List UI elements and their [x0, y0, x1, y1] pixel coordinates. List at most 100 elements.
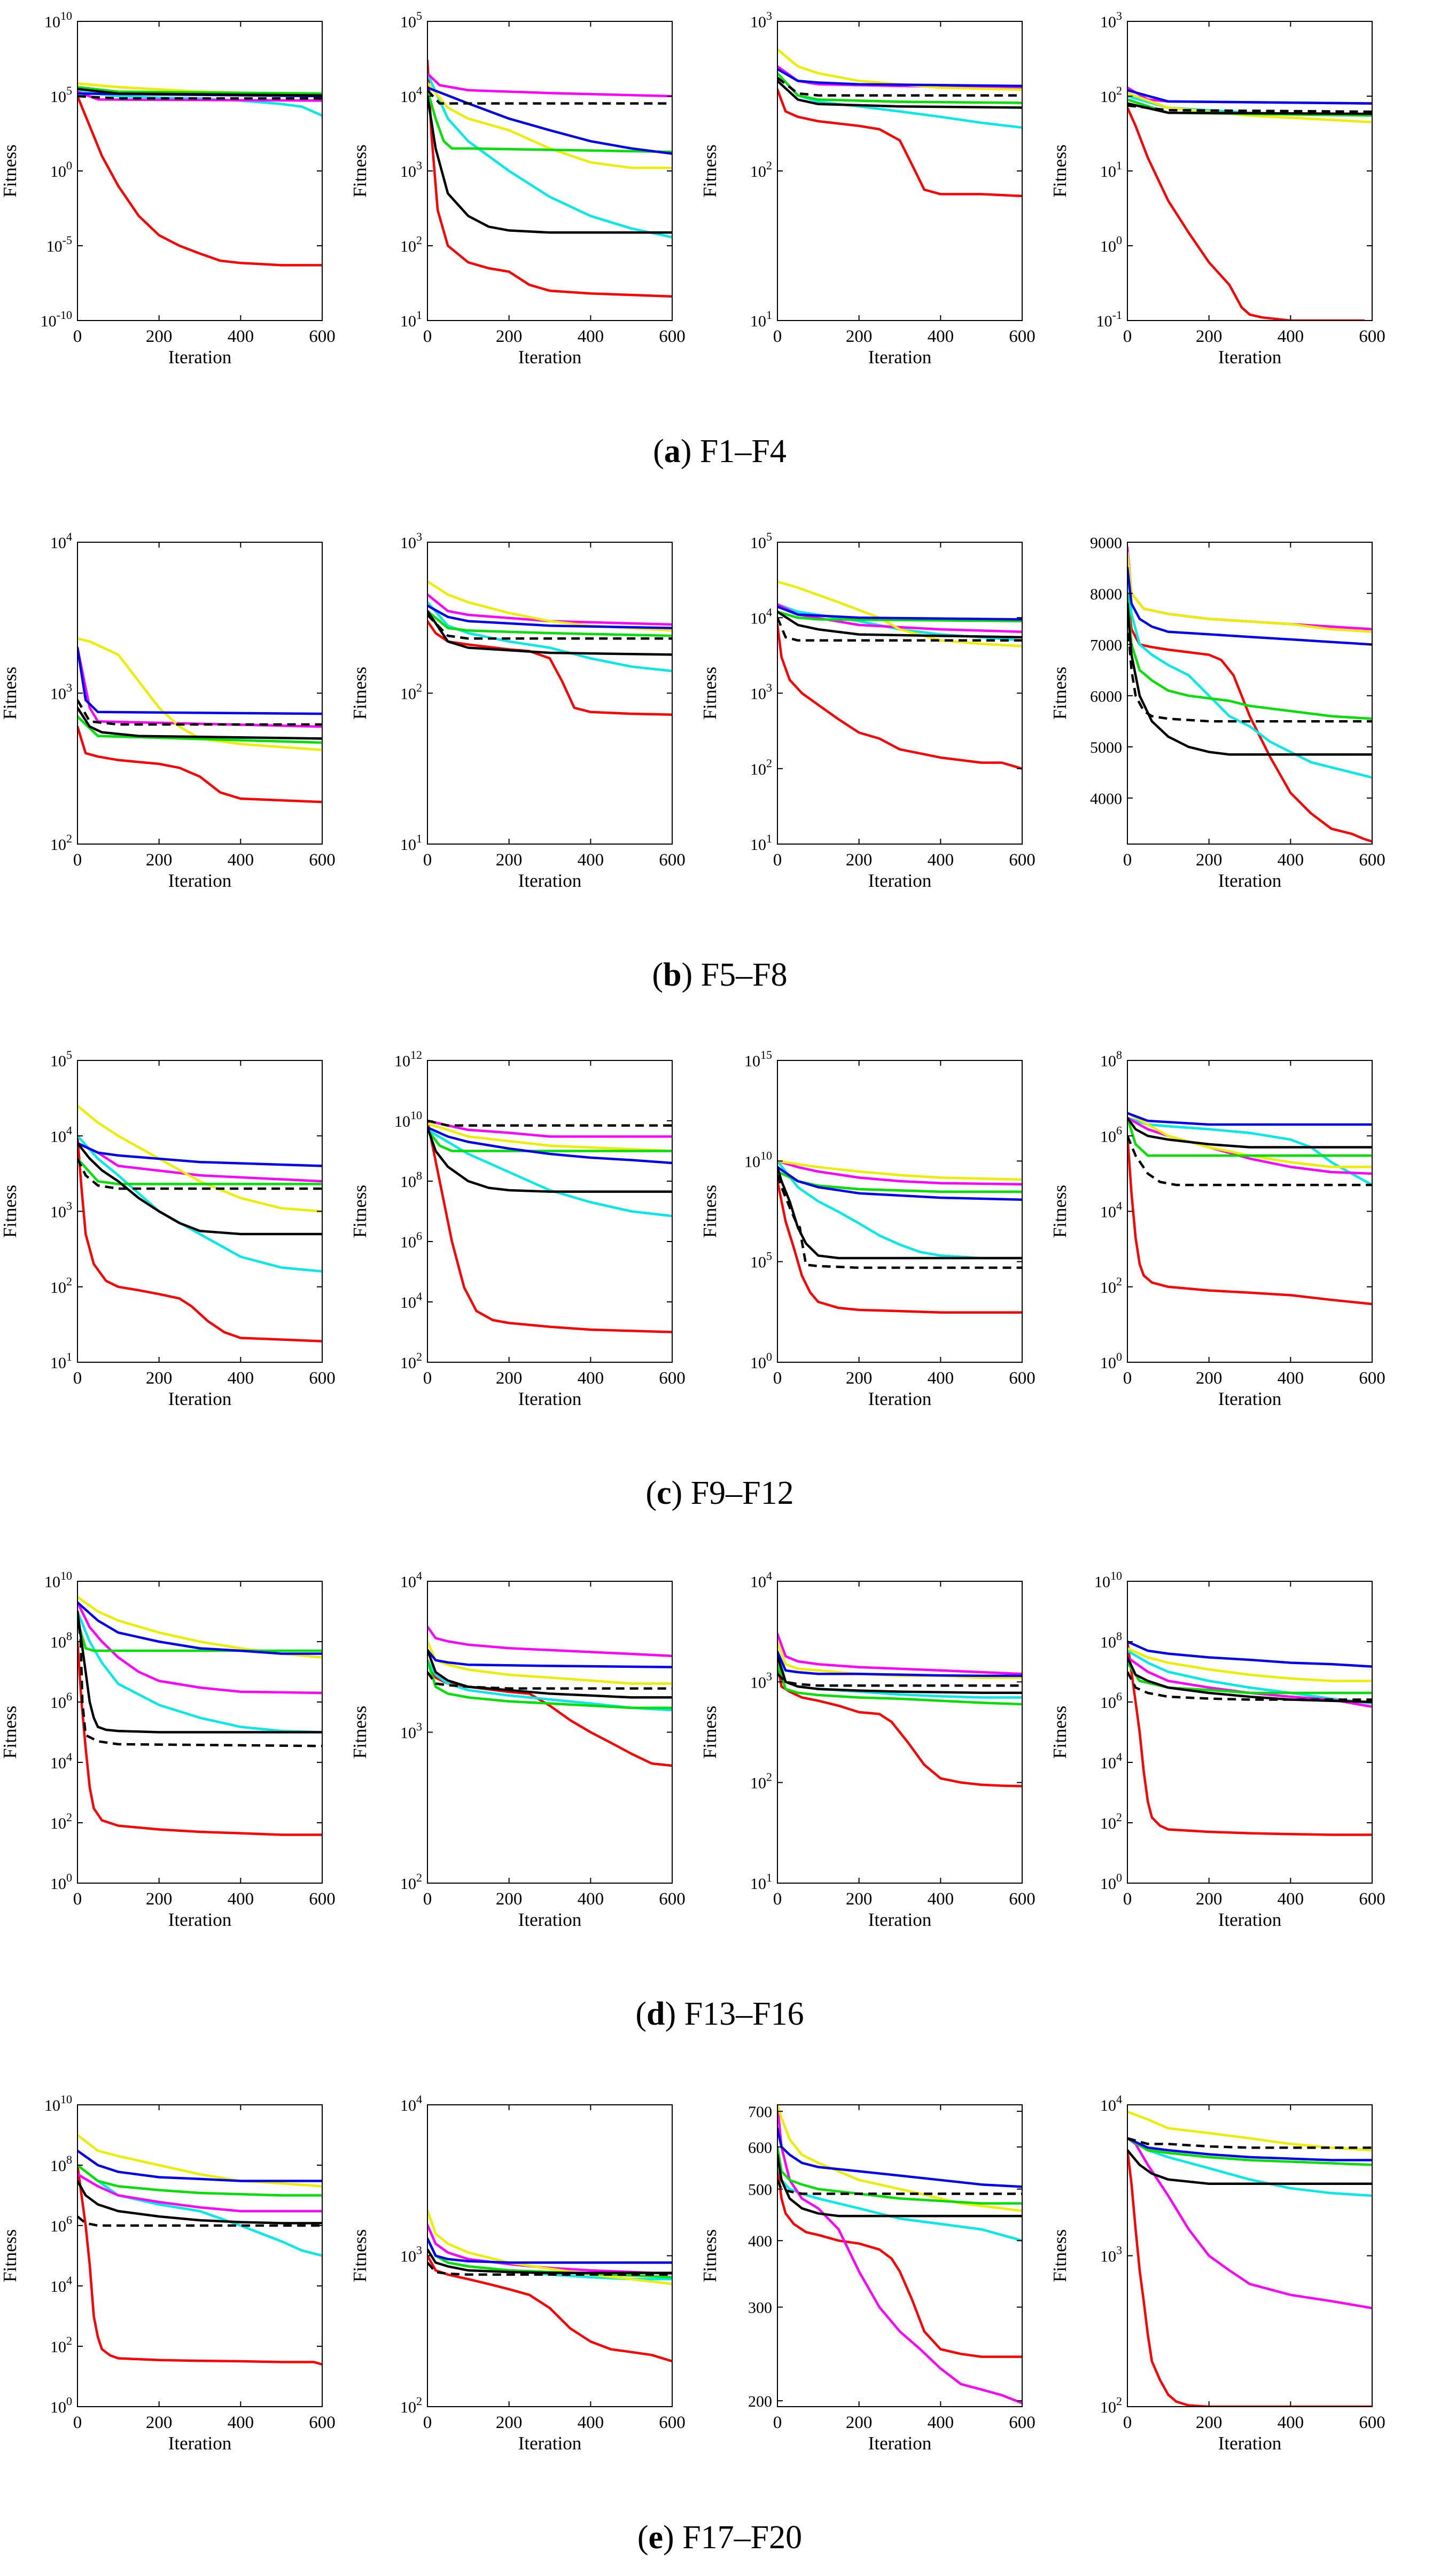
y-tick-label: 103: [1100, 2244, 1122, 2266]
series-line-yellow: [427, 1640, 672, 1685]
series-line-yellow: [777, 48, 1022, 91]
y-tick-label: 102: [400, 233, 422, 255]
plot-frame: [427, 542, 673, 845]
chart-F17: 0 200 400 600 100 102 104 106 108 1010 Iteration Fi…: [0, 2093, 336, 2454]
plot-frame: [77, 2104, 323, 2407]
y-tick-label: 4000: [1090, 790, 1122, 808]
y-tick-label: 7000: [1090, 637, 1122, 654]
y-tick-label: 104: [50, 1750, 72, 1772]
y-tick-label: 102: [750, 159, 772, 181]
series-line-cyan: [777, 1160, 1022, 1260]
x-axis-label: Iteration: [518, 870, 582, 891]
x-axis-label: Iteration: [168, 1388, 232, 1409]
y-tick-label: 104: [750, 1569, 772, 1591]
x-axis-label: Iteration: [1218, 347, 1282, 368]
x-axis-label: Iteration: [168, 1909, 232, 1930]
x-tick-label: 400: [1278, 850, 1304, 870]
series-line-red: [1127, 592, 1372, 843]
series-line-green: [777, 1662, 1022, 1706]
y-tick-label: 105: [50, 84, 72, 106]
x-tick-label: 0: [1123, 2413, 1132, 2432]
y-axis-label: Fitness: [0, 1706, 20, 1759]
x-tick-label: 200: [496, 850, 523, 870]
x-tick-label: 0: [73, 1890, 82, 1909]
x-tick-label: 600: [659, 1890, 686, 1909]
plot-frame: [427, 1060, 673, 1363]
y-tick-label: 500: [748, 2181, 772, 2199]
y-tick-label: 104: [50, 2274, 72, 2296]
chart-F12: 0 200 400 600 100 102 104 106 108 Iteration Fitnes…: [1049, 1048, 1385, 1409]
x-tick-label: 0: [73, 850, 82, 870]
y-tick-label: 108: [50, 2153, 72, 2175]
x-tick-label: 400: [1278, 327, 1304, 346]
series-line-yellow: [1127, 1647, 1372, 1682]
y-tick-label: 103: [400, 1720, 422, 1742]
series-line-blue: [427, 1126, 672, 1165]
x-tick-label: 400: [228, 850, 254, 870]
y-tick-label: 700: [748, 2103, 772, 2121]
series-line-red: [1127, 2149, 1372, 2407]
series-line-black-dashed: [427, 1119, 672, 1127]
x-tick-label: 0: [1123, 850, 1132, 870]
x-axis-label: Iteration: [868, 2433, 932, 2454]
plot-frame: [777, 1581, 1023, 1884]
series-line-yellow: [427, 1122, 672, 1152]
y-tick-label: 101: [400, 832, 422, 854]
plot-frame: [777, 2104, 1023, 2407]
y-tick-label: 104: [1100, 2093, 1122, 2114]
series-line-black: [427, 610, 672, 656]
series-line-magenta: [1127, 1117, 1372, 1175]
x-tick-label: 400: [928, 1890, 954, 1909]
chart-F14: 0 200 400 600 102 103 104 Iteration Fitness: [349, 1569, 686, 1930]
series-line-blue: [1127, 89, 1372, 105]
x-tick-label: 400: [928, 327, 954, 346]
x-tick-label: 600: [659, 1369, 686, 1388]
y-tick-label: 100: [750, 1350, 772, 1372]
y-tick-label: 100: [50, 1871, 72, 1893]
series-line-red: [777, 1662, 1022, 1787]
y-tick-label: 104: [750, 605, 772, 627]
y-tick-label: 105: [750, 1250, 772, 1271]
x-axis-label: Iteration: [868, 1388, 932, 1409]
y-tick-label: 103: [400, 530, 422, 552]
x-tick-label: 600: [659, 2413, 686, 2432]
y-tick-label: 102: [50, 832, 72, 854]
x-axis-label: Iteration: [1218, 2433, 1282, 2454]
series-line-blue: [1127, 2137, 1372, 2161]
x-tick-label: 600: [1359, 327, 1385, 346]
series-line-magenta: [777, 2105, 1022, 2405]
x-tick-label: 200: [146, 2413, 173, 2432]
series-line-red: [777, 2166, 1022, 2358]
x-tick-label: 400: [928, 2413, 954, 2432]
figure-caption: (d) F13–F16: [635, 1996, 804, 2032]
series-line-black-dashed: [777, 76, 1022, 97]
series-line-red: [77, 1135, 322, 1342]
series-line-blue: [77, 2149, 322, 2182]
chart-F20: 0 200 400 600 102 103 104 Iteration Fitness: [1049, 2093, 1385, 2454]
x-tick-label: 600: [309, 2413, 336, 2432]
x-tick-label: 400: [578, 850, 604, 870]
plot-frame: [777, 1060, 1023, 1363]
x-tick-label: 0: [773, 1369, 782, 1388]
figure-caption: (a) F1–F4: [653, 433, 787, 470]
series-line-black-dashed: [1127, 2137, 1372, 2149]
y-tick-label: 600: [748, 2139, 772, 2157]
series-line-red: [77, 2164, 322, 2366]
x-tick-label: 400: [228, 1890, 254, 1909]
y-tick-label: 100: [50, 159, 72, 181]
series-line-blue: [427, 86, 672, 155]
x-tick-label: 400: [578, 327, 604, 346]
y-tick-label: 104: [50, 530, 72, 552]
y-tick-label: 102: [1100, 1275, 1122, 1297]
y-tick-label: 106: [1100, 1690, 1122, 1712]
x-tick-label: 0: [423, 1890, 432, 1909]
x-tick-label: 600: [1009, 2413, 1036, 2432]
series-line-yellow: [1127, 1112, 1372, 1168]
figure-caption: (b) F5–F8: [652, 957, 787, 993]
x-axis-label: Iteration: [868, 1909, 932, 1930]
series-line-green: [1127, 1661, 1372, 1695]
y-tick-label: 108: [400, 1169, 422, 1191]
y-axis-label: Fitness: [0, 1185, 20, 1238]
y-tick-label: 102: [750, 756, 772, 778]
